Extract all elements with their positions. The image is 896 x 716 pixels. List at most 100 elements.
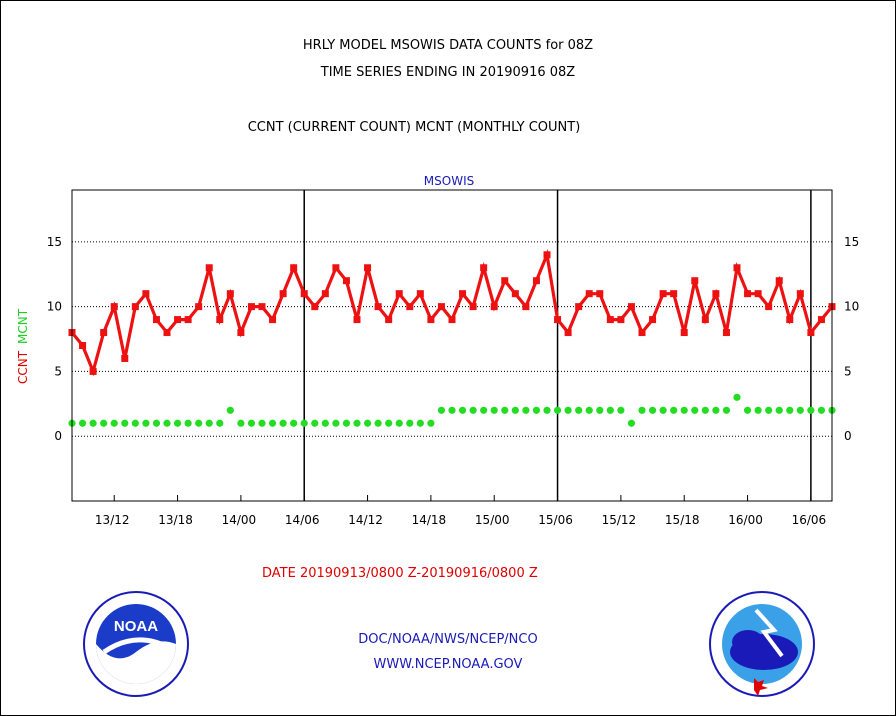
mcnt-point <box>606 406 614 414</box>
ccnt-point <box>701 316 709 324</box>
mcnt-point <box>332 419 340 427</box>
ccnt-point <box>100 329 108 337</box>
mcnt-point <box>353 419 361 427</box>
ccnt-point <box>733 264 741 272</box>
ccnt-point <box>680 329 688 337</box>
y-tick-label-left: 15 <box>47 235 62 249</box>
mcnt-point <box>395 419 403 427</box>
mcnt-point <box>279 419 287 427</box>
x-tick-label: 15/12 <box>602 513 637 527</box>
x-tick-label: 15/18 <box>665 513 700 527</box>
ccnt-point <box>638 329 646 337</box>
ccnt-point <box>184 316 192 324</box>
mcnt-point <box>226 406 234 414</box>
mcnt-point <box>733 393 741 401</box>
ccnt-point <box>174 316 182 324</box>
mcnt-point <box>416 419 424 427</box>
panel-title: MSOWIS <box>424 174 474 188</box>
mcnt-point <box>184 419 192 427</box>
ccnt-point <box>89 367 97 375</box>
ccnt-point <box>374 303 382 311</box>
mcnt-point <box>131 419 139 427</box>
ccnt-point <box>131 303 139 311</box>
mcnt-point <box>490 406 498 414</box>
mcnt-point <box>374 419 382 427</box>
ccnt-point <box>627 303 635 311</box>
mcnt-point <box>480 406 488 414</box>
mcnt-point <box>511 406 519 414</box>
ccnt-point <box>216 316 224 324</box>
credit-line-1: DOC/NOAA/NWS/NCEP/NCO <box>358 632 538 647</box>
mcnt-point <box>237 419 245 427</box>
mcnt-point <box>532 406 541 414</box>
mcnt-point <box>78 419 87 427</box>
mcnt-point <box>448 406 456 414</box>
mcnt-point <box>100 419 108 427</box>
mcnt-point <box>142 419 150 427</box>
ccnt-point <box>554 316 562 324</box>
mcnt-point <box>627 419 636 427</box>
ccnt-point <box>522 303 530 311</box>
x-tick-label: 15/00 <box>475 513 510 527</box>
mcnt-point <box>152 419 161 427</box>
ccnt-point <box>290 264 298 272</box>
ccnt-point <box>649 316 657 324</box>
mcnt-point <box>786 406 794 414</box>
ccnt-point <box>279 290 287 298</box>
ccnt-point <box>606 316 614 324</box>
mcnt-point <box>385 419 393 427</box>
series-layer <box>68 248 836 427</box>
mcnt-point <box>501 406 509 414</box>
chart-title-line-1: HRLY MODEL MSOWIS DATA COUNTS for 08Z <box>302 38 594 53</box>
ccnt-point <box>585 290 593 298</box>
ccnt-point <box>353 316 361 324</box>
y-tick-label-left: 0 <box>54 429 62 443</box>
noaa-logo-icon: NOAA <box>83 591 189 697</box>
mcnt-point <box>173 419 182 427</box>
ccnt-point <box>205 264 213 272</box>
mcnt-point <box>585 406 593 414</box>
x-tick-label: 14/12 <box>348 513 383 527</box>
credit-line-2: WWW.NCEP.NOAA.GOV <box>373 657 523 672</box>
x-tick-label: 13/18 <box>158 513 193 527</box>
mcnt-point <box>437 406 446 414</box>
mcnt-point <box>290 419 298 427</box>
chart-title-line-2: TIME SERIES ENDING IN 20190916 08Z <box>320 65 576 80</box>
ccnt-point <box>226 290 234 298</box>
nws-logo-icon <box>709 591 815 697</box>
mcnt-point <box>722 406 731 414</box>
ccnt-point <box>469 303 477 311</box>
x-tick-label: 13/12 <box>95 513 130 527</box>
chart-title-line-3: CCNT (CURRENT COUNT) MCNT (MONTHLY COUNT… <box>247 120 581 135</box>
ccnt-point <box>786 316 794 324</box>
mcnt-point <box>670 406 678 414</box>
ccnt-point <box>712 290 720 298</box>
ccnt-point <box>775 277 783 285</box>
y-tick-label-left: 5 <box>54 364 62 378</box>
x-tick-label: 16/06 <box>792 513 827 527</box>
mcnt-point <box>311 419 319 427</box>
mcnt-point <box>300 419 308 427</box>
y-tick-label-right: 5 <box>844 364 852 378</box>
mcnt-point <box>617 406 625 414</box>
ccnt-point <box>448 316 456 324</box>
mcnt-point <box>522 406 530 414</box>
mcnt-point <box>195 419 203 427</box>
mcnt-point <box>342 419 351 427</box>
mcnt-point <box>680 406 688 414</box>
ccnt-point <box>670 290 678 298</box>
x-tick-label: 14/06 <box>285 513 320 527</box>
ccnt-point <box>332 264 340 272</box>
mcnt-point <box>406 419 414 427</box>
ccnt-point <box>269 316 277 324</box>
ccnt-point <box>744 290 752 298</box>
mcnt-point <box>543 406 551 414</box>
y-tick-label-left: 10 <box>47 300 62 314</box>
ccnt-point <box>237 329 245 337</box>
mcnt-point <box>363 419 372 427</box>
mcnt-point <box>775 406 783 414</box>
x-tick-label: 14/00 <box>222 513 257 527</box>
ccnt-point <box>110 303 118 311</box>
ccnt-point <box>342 277 350 285</box>
